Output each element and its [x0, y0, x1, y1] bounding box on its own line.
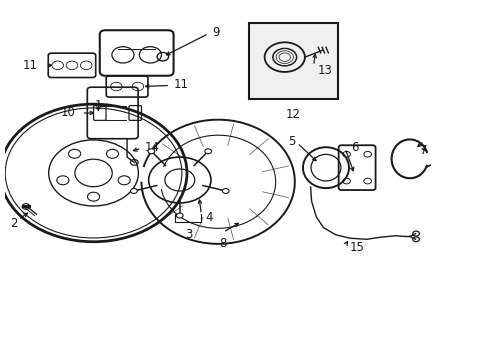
Text: 6: 6: [350, 141, 358, 154]
Circle shape: [148, 149, 155, 154]
Text: 11: 11: [22, 59, 38, 72]
Text: 4: 4: [205, 211, 212, 224]
Text: 14: 14: [144, 141, 160, 154]
Bar: [249, 23, 337, 99]
Circle shape: [204, 149, 211, 154]
Circle shape: [222, 189, 228, 193]
Text: 10: 10: [61, 107, 76, 120]
Text: 8: 8: [219, 237, 226, 250]
Text: 15: 15: [349, 241, 364, 254]
Text: 7: 7: [420, 144, 427, 157]
Text: 12: 12: [285, 108, 301, 121]
Circle shape: [176, 213, 183, 218]
Circle shape: [130, 189, 137, 193]
Text: 13: 13: [317, 64, 331, 77]
Text: 3: 3: [184, 228, 192, 240]
Text: 2: 2: [10, 217, 17, 230]
Text: 11: 11: [173, 77, 188, 90]
Text: 1: 1: [94, 99, 102, 112]
Text: 5: 5: [287, 135, 295, 148]
Text: 9: 9: [211, 26, 219, 39]
